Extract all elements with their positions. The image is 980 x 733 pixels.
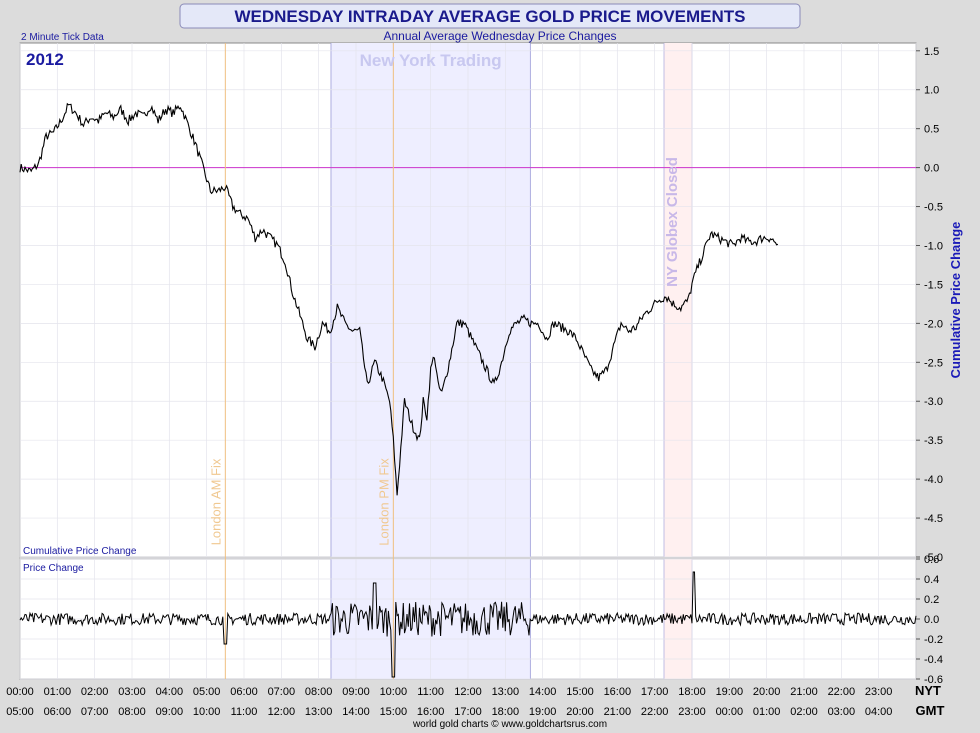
cumulative-y-tick-label: -1.0	[924, 240, 943, 252]
tick-data-note: 2 Minute Tick Data	[21, 32, 104, 43]
nyt-tick-label: 00:00	[6, 686, 34, 698]
gmt-tick-label: 09:00	[156, 706, 184, 718]
nyt-tick-label: 22:00	[828, 686, 856, 698]
y-axis-label: Cumulative Price Change	[948, 222, 963, 379]
gmt-tick-label: 21:00	[604, 706, 632, 718]
cumulative-y-tick-label: -4.0	[924, 474, 943, 486]
gmt-axis-label: GMT	[916, 703, 945, 718]
nyt-tick-label: 03:00	[118, 686, 146, 698]
gmt-tick-label: 14:00	[342, 706, 370, 718]
nyt-tick-label: 23:00	[865, 686, 893, 698]
gmt-tick-label: 20:00	[566, 706, 594, 718]
price-change-y-tick-label: -0.2	[924, 634, 943, 646]
nyt-tick-label: 01:00	[44, 686, 72, 698]
nyt-tick-label: 09:00	[342, 686, 370, 698]
gmt-tick-label: 19:00	[529, 706, 557, 718]
chart-title: WEDNESDAY INTRADAY AVERAGE GOLD PRICE MO…	[234, 7, 745, 26]
price-change-y-tick-label: 0.4	[924, 574, 939, 586]
cumulative-y-tick-label: -2.0	[924, 318, 943, 330]
pm-fix-label: London PM Fix	[376, 458, 391, 546]
nyt-tick-label: 06:00	[230, 686, 258, 698]
nyt-tick-label: 17:00	[641, 686, 669, 698]
x-axis-ticks: 00:00 01:00 02:00 03:00 04:00 05:00 06:00 07:00…	[6, 686, 892, 718]
gmt-tick-label: 23:00	[678, 706, 706, 718]
gmt-tick-label: 12:00	[268, 706, 296, 718]
price-change-y-tick-label: -0.6	[924, 674, 943, 686]
gmt-tick-label: 03:00	[828, 706, 856, 718]
price-change-y-tick-label: 0.2	[924, 594, 939, 606]
gmt-tick-label: 02:00	[790, 706, 818, 718]
nyt-tick-label: 18:00	[678, 686, 706, 698]
nyt-tick-label: 14:00	[529, 686, 557, 698]
gmt-tick-label: 18:00	[492, 706, 520, 718]
nyt-tick-label: 19:00	[716, 686, 744, 698]
cumulative-y-tick-label: -0.5	[924, 202, 943, 214]
nyt-tick-label: 02:00	[81, 686, 109, 698]
cumulative-y-tick-label: -2.5	[924, 357, 943, 369]
globex-closed-label: NY Globex Closed	[664, 157, 681, 287]
gmt-tick-label: 15:00	[380, 706, 408, 718]
gmt-tick-label: 04:00	[865, 706, 893, 718]
gmt-tick-label: 16:00	[417, 706, 445, 718]
cumulative-panel-label: Cumulative Price Change	[23, 546, 137, 557]
footer-credit: world gold charts © www.goldchartsrus.co…	[412, 719, 607, 730]
gmt-tick-label: 05:00	[6, 706, 34, 718]
ny-trading-label: New York Trading	[360, 51, 502, 70]
am-fix-label: London AM Fix	[208, 458, 223, 545]
gmt-tick-label: 01:00	[753, 706, 781, 718]
gmt-tick-label: 08:00	[118, 706, 146, 718]
cumulative-series-line	[19, 102, 779, 496]
gmt-tick-label: 06:00	[44, 706, 72, 718]
gmt-tick-label: 07:00	[81, 706, 109, 718]
nyt-axis-label: NYT	[915, 683, 941, 698]
cumulative-y-tick-label: 0.5	[924, 124, 939, 136]
price-change-y-ticks: 0.6 0.4 0.2 0.0 -0.2 -0.4 -0.6	[916, 554, 943, 686]
cumulative-y-tick-label: 1.5	[924, 46, 939, 58]
price-change-y-tick-label: 0.6	[924, 554, 939, 566]
nyt-tick-label: 05:00	[193, 686, 221, 698]
cumulative-y-tick-label: -3.0	[924, 396, 943, 408]
cumulative-y-tick-label: -4.5	[924, 513, 943, 525]
cumulative-y-tick-label: -5.0	[924, 552, 943, 564]
price-change-series-line	[19, 571, 917, 678]
gmt-tick-label: 17:00	[454, 706, 482, 718]
nyt-tick-label: 04:00	[156, 686, 184, 698]
gmt-tick-label: 11:00	[231, 706, 258, 718]
cumulative-y-tick-label: -3.5	[924, 435, 943, 447]
nyt-tick-label: 16:00	[604, 686, 632, 698]
nyt-tick-label: 15:00	[566, 686, 594, 698]
cumulative-y-tick-label: -1.5	[924, 279, 943, 291]
price-change-y-tick-label: 0.0	[924, 614, 939, 626]
nyt-tick-label: 12:00	[454, 686, 482, 698]
nyt-tick-label: 07:00	[268, 686, 296, 698]
nyt-tick-label: 21:00	[790, 686, 818, 698]
year-label: 2012	[26, 50, 64, 69]
gmt-tick-label: 22:00	[641, 706, 669, 718]
cumulative-y-tick-label: 0.0	[924, 163, 939, 175]
nyt-tick-label: 08:00	[305, 686, 333, 698]
gmt-tick-label: 00:00	[716, 706, 744, 718]
nyt-tick-label: 13:00	[492, 686, 520, 698]
nyt-tick-label: 20:00	[753, 686, 781, 698]
cumulative-y-tick-label: 1.0	[924, 85, 939, 97]
gridlines	[19, 43, 917, 680]
chart-subtitle: Annual Average Wednesday Price Changes	[383, 29, 616, 43]
nyt-tick-label: 11:00	[417, 686, 444, 698]
gmt-tick-label: 13:00	[305, 706, 333, 718]
title-box	[179, 3, 801, 29]
fix-lines	[224, 43, 394, 679]
gmt-tick-label: 10:00	[193, 706, 221, 718]
price-change-y-tick-label: -0.4	[924, 654, 943, 666]
cumulative-y-ticks: 1.5 1.0 0.5 0.0 -0.5 -1.0 -1.5 -2.0 -2.5 -3.0 -3.5…	[916, 46, 943, 564]
nyt-tick-label: 10:00	[380, 686, 408, 698]
price-change-panel-label: Price Change	[23, 563, 84, 574]
